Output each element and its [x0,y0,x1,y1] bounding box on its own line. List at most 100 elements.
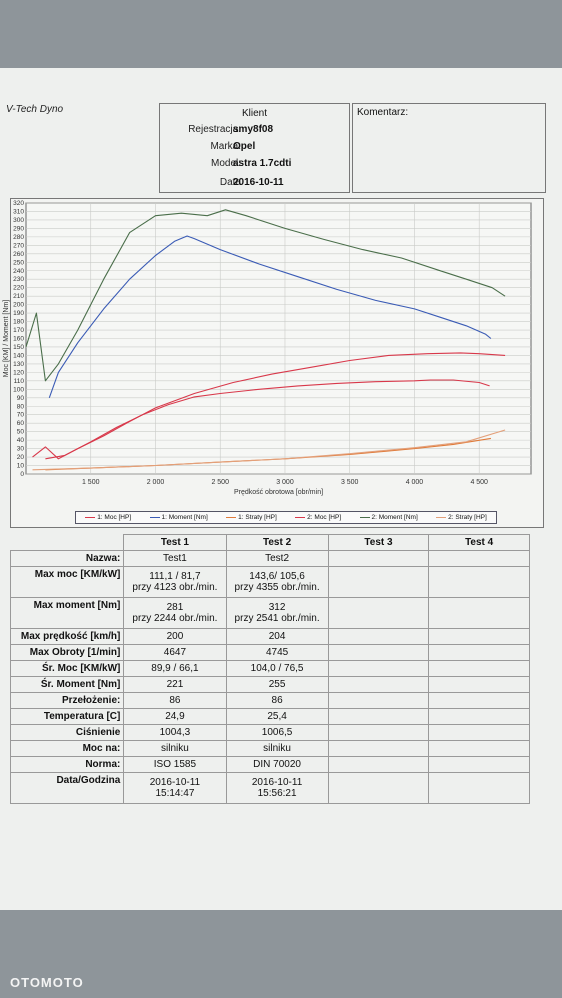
row-label: Norma: [9,756,125,773]
cell-value: 111,1 / 81,7 [149,571,201,582]
row-label: Max prędkość [km/h] [9,628,125,645]
x-tick-label: 3 500 [341,479,359,486]
cell-empty [327,708,430,725]
cell-value: silniku [161,743,189,754]
x-tick-label: 2 500 [211,479,229,486]
cell-t1: 2016-10-11 15:14:47 [123,772,227,804]
series-line-4 [32,352,506,460]
cell-value: Test1 [162,553,187,564]
y-tick-label: 250 [13,259,24,266]
cell-empty [327,676,430,693]
y-tick-label: 260 [13,251,24,258]
y-tick-label: 90 [17,395,25,402]
cell-value: 25,4 [267,711,287,722]
date-value: 2016-10-11 [233,177,284,188]
column-test-4: Test 4 [428,534,530,551]
y-tick-label: 0 [20,471,24,478]
cell-empty [428,724,530,741]
cell-empty [428,676,530,693]
y-tick-label: 190 [13,310,24,317]
cell-empty [327,660,430,677]
row-label: Max moc [KM/kW] [9,566,125,598]
y-tick-label: 100 [13,386,24,393]
cell-empty [327,772,430,804]
cell-value-secondary: 15:14:47 [155,788,195,799]
y-tick-label: 80 [17,403,25,410]
table-row: Przełożenie: 86 86 [9,692,530,709]
cell-empty [428,692,530,709]
cell-t2: 143,6/ 105,6 przy 4355 obr./min. [225,566,329,598]
cell-value: Test2 [265,553,290,564]
legend-item: 2: Straty [HP] [436,514,487,521]
x-tick-label: 2 000 [147,479,165,486]
x-tick-label: 4 500 [470,479,488,486]
cell-empty [428,550,530,567]
table-row: Ciśnienie 1004,3 1006,5 [9,724,530,741]
cell-t1: ISO 1585 [123,756,227,773]
make-value: Opel [233,141,256,152]
cell-empty [428,772,530,804]
y-axis-label: Moc [KM] / Moment [Nm] [3,300,10,377]
cell-value: 89,9 / 66,1 [151,663,199,674]
y-tick-label: 270 [13,242,24,249]
legend-item: 1: Moc [HP] [85,514,131,521]
table-row: Temperatura [C] 24,9 25,4 [9,708,530,725]
y-tick-label: 320 [13,200,24,207]
cell-t2: 2016-10-11 15:56:21 [225,772,329,804]
column-test-2: Test 2 [225,534,329,551]
y-tick-label: 240 [13,268,24,275]
client-box: Klient Rejestracja: smy8f08 Marka: Opel … [159,103,350,193]
row-label: Ciśnienie [9,724,125,741]
cell-value: 1006,5 [261,727,293,738]
cell-t1: 111,1 / 81,7 przy 4123 obr./min. [123,566,227,598]
results-table: Test 1 Test 2 Test 3 Test 4 Nazwa: Test1 T… [9,534,530,804]
row-label: Data/Godzina [9,772,125,804]
y-tick-label: 200 [13,302,24,309]
y-tick-label: 170 [13,327,24,334]
legend-swatch [359,517,370,518]
table-row: Data/Godzina 2016-10-11 15:14:47 2016-10-11… [9,772,530,804]
legend-swatch [149,517,160,518]
cell-value: 204 [268,631,286,642]
cell-t2: 204 [225,628,329,645]
y-tick-label: 210 [13,293,24,300]
cell-empty [428,644,530,661]
cell-empty [428,756,530,773]
y-tick-label: 220 [13,285,24,292]
x-tick-label: 4 000 [406,479,424,486]
series-line-1 [45,379,490,460]
cell-value-secondary: 15:56:21 [257,788,297,799]
client-title: Klient [241,108,267,119]
model-value: astra 1.7cdti [233,158,292,169]
cell-value: 4647 [163,647,187,658]
row-label: Śr. Moment [Nm] [9,676,125,693]
y-tick-label: 40 [17,437,25,444]
y-tick-label: 230 [13,276,24,283]
cell-value: silniku [263,743,291,754]
y-tick-label: 120 [13,369,24,376]
row-label: Temperatura [C] [9,708,125,725]
cell-t2: 255 [225,676,329,693]
date-label: Data [219,177,241,188]
legend-swatch [226,517,237,518]
cell-value-secondary: przy 2541 obr./min. [234,613,320,624]
cell-value: 24,9 [165,711,185,722]
cell-empty [327,566,430,598]
legend-swatch [85,517,96,518]
cell-value: 2016-10-11 [149,777,201,788]
y-tick-label: 10 [17,463,25,470]
cell-t1: 89,9 / 66,1 [123,660,227,677]
cell-value: 255 [268,679,286,690]
table-row: Moc na: silniku silniku [9,740,530,757]
cell-empty [327,550,430,567]
model-row: Model: astra 1.7cdti [160,158,349,174]
registration-row: Rejestracja: smy8f08 [160,124,349,140]
cell-empty [428,660,530,677]
y-tick-label: 20 [17,454,25,461]
cell-empty [428,597,530,629]
y-tick-label: 30 [17,446,25,453]
cell-value-secondary: przy 2244 obr./min. [132,613,218,624]
series-line-6 [32,429,506,471]
y-tick-label: 300 [13,217,24,224]
